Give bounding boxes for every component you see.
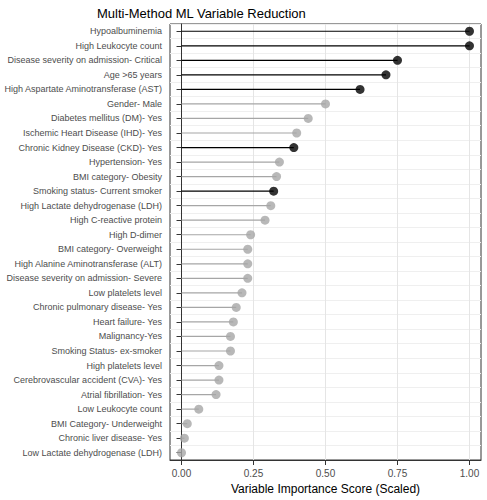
svg-text:Smoking status- Current smoker: Smoking status- Current smoker — [33, 186, 162, 196]
svg-text:Cerebrovascular accident (CVA): Cerebrovascular accident (CVA)- Yes — [14, 375, 163, 385]
svg-text:High platelets level: High platelets level — [86, 361, 162, 371]
svg-text:High D-dimer: High D-dimer — [109, 230, 162, 240]
svg-text:Chronic pulmonary disease- Yes: Chronic pulmonary disease- Yes — [33, 302, 163, 312]
svg-text:BMI category- Overweight: BMI category- Overweight — [58, 244, 163, 254]
svg-text:Chronic liver disease- Yes: Chronic liver disease- Yes — [58, 433, 162, 443]
svg-text:Smoking Status- ex-smoker: Smoking Status- ex-smoker — [51, 346, 162, 356]
svg-text:0.50: 0.50 — [316, 468, 336, 479]
svg-text:High Alanine Aminotransferase: High Alanine Aminotransferase (ALT) — [15, 259, 162, 269]
svg-text:1.00: 1.00 — [460, 468, 480, 479]
svg-text:High Aspartate Aminotransferas: High Aspartate Aminotransferase (AST) — [4, 84, 162, 94]
svg-text:Atrial fibrillation- Yes: Atrial fibrillation- Yes — [81, 390, 163, 400]
svg-text:Multi-Method ML Variable Reduc: Multi-Method ML Variable Reduction — [97, 6, 306, 21]
svg-text:Malignancy-Yes: Malignancy-Yes — [99, 331, 163, 341]
svg-text:BMI Category- Underweight: BMI Category- Underweight — [51, 419, 163, 429]
svg-text:Hypertension- Yes: Hypertension- Yes — [89, 157, 163, 167]
svg-text:High C-reactive protein: High C-reactive protein — [70, 215, 162, 225]
svg-text:Ischemic Heart Disease (IHD)-: Ischemic Heart Disease (IHD)- Yes — [23, 128, 163, 138]
svg-text:Age >65 years: Age >65 years — [104, 70, 163, 80]
svg-text:Diabetes mellitus (DM)- Yes: Diabetes mellitus (DM)- Yes — [51, 113, 163, 123]
svg-text:Low platelets level: Low platelets level — [88, 288, 162, 298]
svg-text:0.75: 0.75 — [388, 468, 408, 479]
svg-text:Gender- Male: Gender- Male — [107, 99, 162, 109]
svg-text:Low Leukocyte count: Low Leukocyte count — [77, 404, 162, 414]
svg-text:High Lactate dehydrogenase (LD: High Lactate dehydrogenase (LDH) — [20, 201, 162, 211]
svg-text:Disease severity on admission-: Disease severity on admission- Critical — [7, 55, 162, 65]
svg-text:0.00: 0.00 — [172, 468, 192, 479]
svg-text:Heart failure- Yes: Heart failure- Yes — [93, 317, 163, 327]
svg-text:Chronic Kidney Disease (CKD)-: Chronic Kidney Disease (CKD)- Yes — [18, 143, 162, 153]
svg-text:0.25: 0.25 — [244, 468, 264, 479]
svg-text:BMI category- Obesity: BMI category- Obesity — [73, 172, 163, 182]
svg-text:Low Lactate dehydrogenase (LDH: Low Lactate dehydrogenase (LDH) — [22, 448, 162, 458]
svg-text:Hypoalbuminemia: Hypoalbuminemia — [90, 26, 162, 36]
svg-text:Disease severity on admission-: Disease severity on admission- Severe — [6, 273, 162, 283]
svg-text:High Leukocyte count: High Leukocyte count — [75, 41, 162, 51]
svg-text:Variable Importance Score (Sca: Variable Importance Score (Scaled) — [231, 482, 420, 496]
